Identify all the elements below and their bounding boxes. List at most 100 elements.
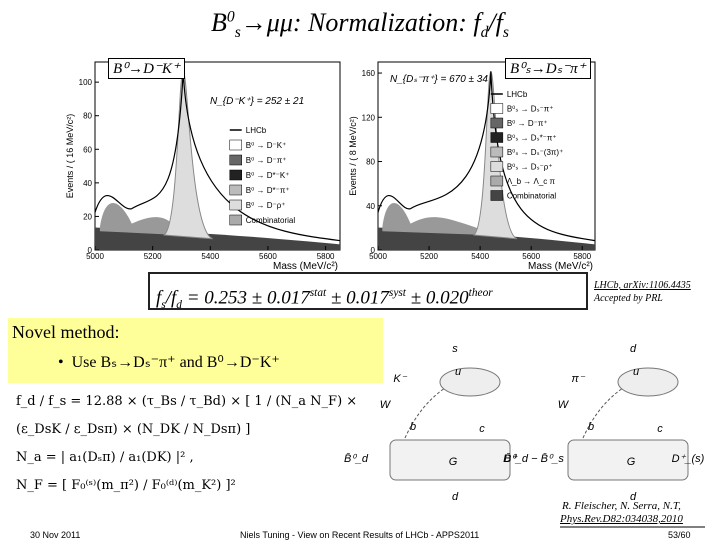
legend-swatch [490, 161, 504, 172]
result-part: = 0.253 ± 0.017 [181, 287, 310, 309]
x-tick-label: 5600 [522, 252, 540, 261]
diagram-label: B̄⁰_d − B̄⁰_s [504, 452, 564, 465]
y-tick-label: 60 [83, 145, 92, 154]
x-tick-label: 5000 [369, 252, 387, 261]
footer-date: 30 Nov 2011 [30, 530, 81, 540]
plot-label: B⁰→D⁻K⁺ [108, 58, 185, 79]
result-part: theor [468, 287, 493, 299]
y-tick-label: 20 [83, 212, 92, 221]
y-tick-label: 120 [362, 113, 376, 122]
diagram-label: B̄⁰_d [344, 452, 369, 465]
y-axis-label: Events / ( 8 MeV/c²) [348, 116, 358, 196]
result-part: s [161, 299, 166, 312]
fit-curve [94, 71, 341, 242]
diagram-label: c [479, 423, 485, 435]
diagram-label: W [558, 399, 570, 411]
reference-link[interactable]: LHCb, arXiv:1106.4435 [594, 280, 691, 291]
citation-line: R. Fleischer, N. Serra, N.T, [561, 500, 681, 512]
title-part: s [234, 24, 241, 42]
y-tick-label: 80 [366, 158, 375, 167]
legend-label: Combinatorial [507, 192, 557, 201]
x-tick-label: 5400 [471, 252, 489, 261]
legend-label: LHCb [246, 126, 267, 135]
y-tick-label: 0 [88, 246, 93, 255]
result-part: ± 0.020 [405, 287, 469, 309]
y-tick-label: 40 [83, 179, 92, 188]
plot-label: B⁰ₛ→Dₛ⁻π⁺ [505, 58, 591, 79]
result-part: /f [165, 287, 177, 309]
title-part: B [211, 8, 227, 37]
legend-swatch [490, 146, 504, 158]
x-tick-label: 5400 [201, 252, 219, 261]
legend-label: Λ_b → Λ_c π [507, 177, 556, 186]
title-part: 0 [226, 8, 235, 26]
legend-label: B⁰ → D⁻π⁺ [246, 156, 287, 165]
result-box: fs/fd = 0.253 ± 0.017stat ± 0.017syst ± … [148, 272, 588, 312]
legend-label: B⁰ → D⁻ρ⁺ [246, 201, 286, 210]
legend-label: LHCb [507, 90, 528, 99]
heading: Novel method: [12, 322, 120, 342]
footer-page: 53/60 [668, 530, 691, 540]
legend-label: B⁰ₛ → Dₛ⁻ρ⁺ [507, 163, 553, 172]
y-tick-label: 100 [79, 78, 93, 87]
legend-swatch [490, 117, 504, 129]
equation: f_d / f_s = 12.88 × (τ_Bs / τ_Bd) × [ 1 … [16, 394, 358, 437]
title-part: d [480, 24, 489, 42]
diagram-label: b [410, 421, 416, 433]
y-tick-label: 160 [362, 69, 376, 78]
legend-label: B⁰ → D*⁻π⁺ [246, 186, 290, 195]
result-part: d [176, 299, 182, 312]
legend-label: B⁰ₛ → Dₛ⁻π⁺ [507, 105, 554, 114]
reference: LHCb, arXiv:1106.4435 Accepted by PRL [594, 279, 691, 305]
equations: f_d / f_s = 12.88 × (τ_Bs / τ_Bd) × [ 1 … [16, 388, 361, 500]
x-tick-label: 5000 [86, 252, 104, 261]
result-part: stat [309, 287, 327, 299]
diagram-label: G [627, 456, 636, 468]
count-label: N_{Dₛ⁻π⁺} = 670 ± 34 [390, 74, 488, 85]
y-tick-label: 0 [371, 246, 376, 255]
plot-frame [94, 61, 341, 251]
diagram-label: G [449, 456, 458, 468]
diagram-label: d [452, 491, 459, 503]
legend-swatch [229, 139, 242, 151]
title-part: /f [488, 8, 503, 37]
legend-label: B⁰ₛ → Dₛ⁻(3π)⁺ [507, 148, 563, 157]
fit-curve [377, 71, 596, 242]
diagram-label: d [630, 343, 637, 355]
legend-label: B⁰ₛ → Dₛ*⁻π⁺ [507, 134, 557, 143]
diagram-label: c [657, 423, 663, 435]
result-part: f [156, 287, 162, 309]
x-tick-label: 5200 [144, 252, 162, 261]
reference-note: Accepted by PRL [594, 293, 663, 304]
diagram-label: b [588, 421, 594, 433]
diagram-label: D⁺ [503, 453, 518, 465]
citation-line: Phys.Rev.D82:034038,2010 [560, 513, 683, 525]
w-line [582, 387, 624, 439]
legend-swatch [490, 190, 504, 201]
diagram-label: D⁺_(s) [672, 453, 705, 465]
slide-title: B0s→μμ: Normalization: fd/fs [0, 8, 720, 42]
equation: N_F = [ F₀⁽ˢ⁾(m_π²) / F₀⁽ᵈ⁾(m_K²) ]² [16, 478, 236, 493]
legend-swatch [490, 175, 504, 187]
x-tick-label: 5800 [317, 252, 335, 261]
gluon-region [389, 439, 511, 481]
legend-swatch [490, 103, 504, 114]
diagram-label: π⁻ [571, 373, 585, 385]
w-line [404, 387, 446, 439]
x-tick-label: 5200 [420, 252, 438, 261]
title-part: →μμ: Normalization: f [240, 8, 481, 37]
legend-swatch [229, 154, 242, 166]
title-part: s [502, 24, 509, 42]
legend-label: B⁰ → D*⁻K⁺ [246, 171, 290, 180]
equation: N_a = | a₁(Dₛπ) / a₁(DK) |² , [16, 450, 194, 465]
diagram-label: K⁻ [393, 373, 407, 385]
legend-swatch [490, 132, 504, 143]
novel-method-box: Novel method: • Use Bₛ→Dₛ⁻π⁺ and B⁰→D⁻K⁺ [8, 318, 383, 383]
legend-label: Combinatorial [246, 216, 296, 225]
bullet-text: Use Bₛ→Dₛ⁻π⁺ and B⁰→D⁻K⁺ [71, 354, 280, 371]
background-shape [382, 203, 487, 235]
diagram-label: d [630, 491, 637, 503]
legend-swatch [229, 169, 242, 181]
